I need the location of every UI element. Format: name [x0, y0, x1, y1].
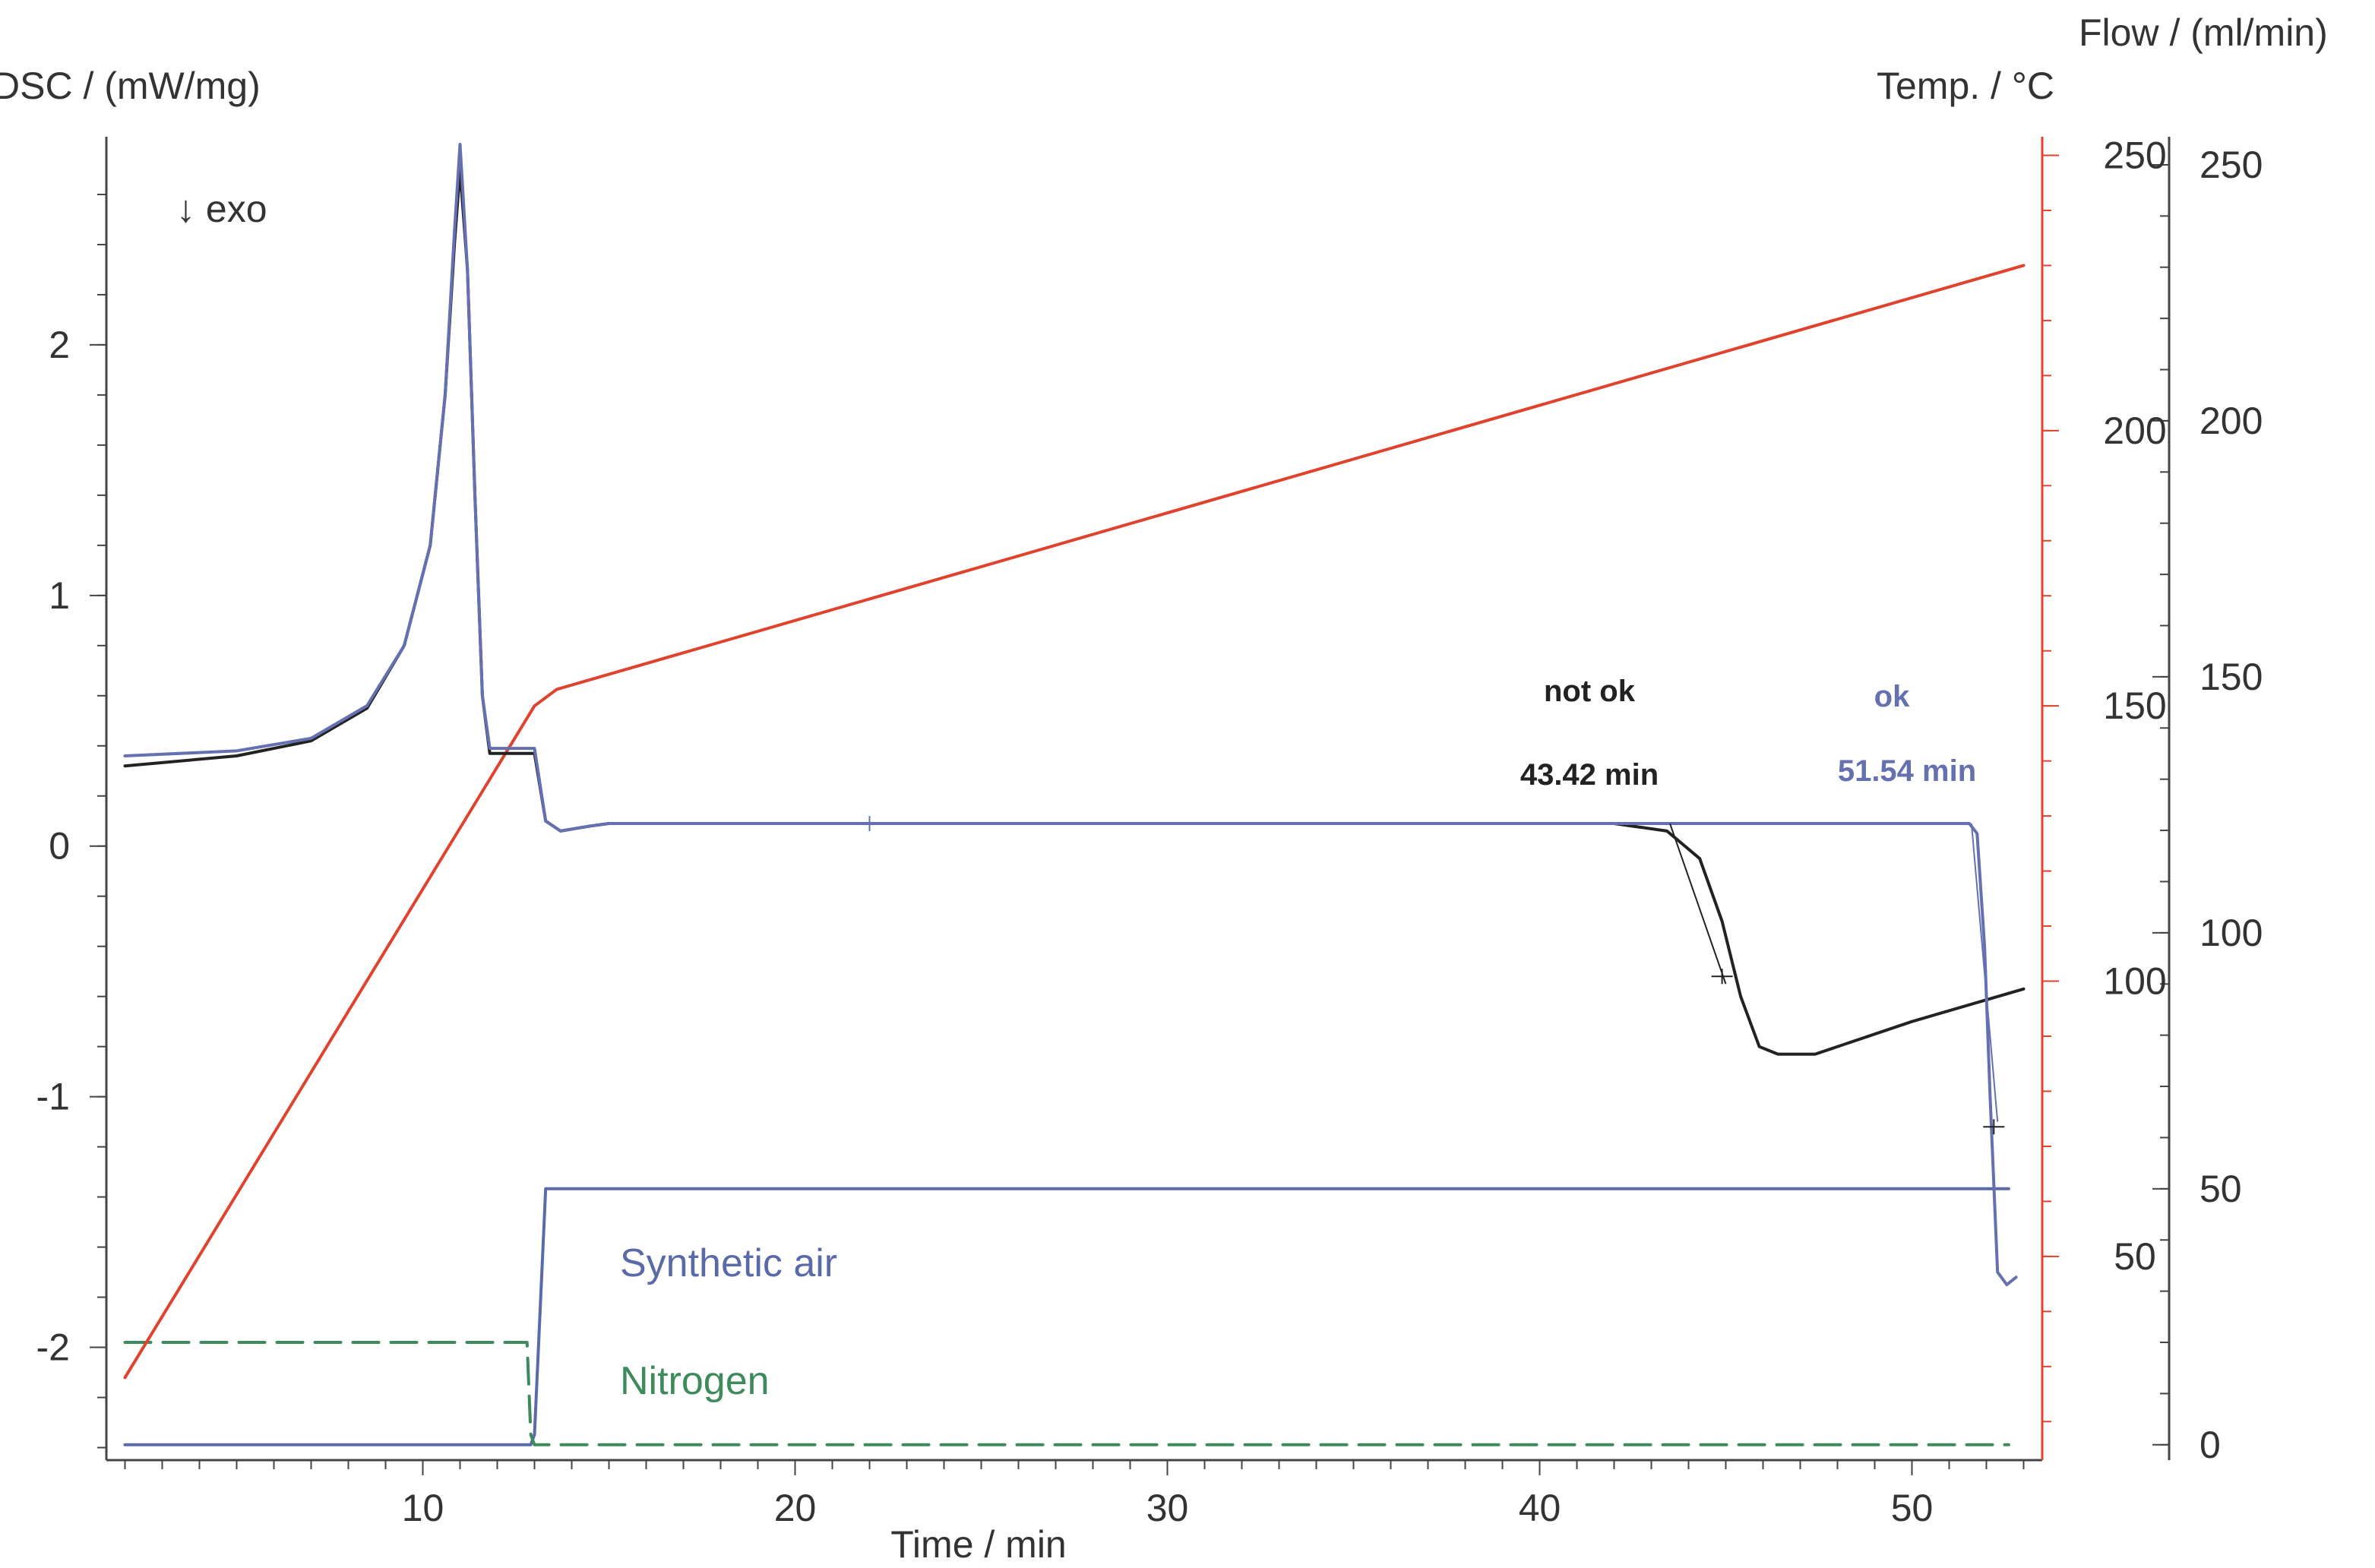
temp-tick-label: 50 — [2114, 1235, 2156, 1278]
x-tick-label: 40 — [1519, 1487, 1561, 1529]
dsc-tick-label: 2 — [49, 324, 70, 366]
temp-tick-label: 250 — [2103, 134, 2166, 176]
x-axis-title: Time / min — [890, 1523, 1067, 1566]
flow-tick-label: 100 — [2199, 912, 2263, 954]
x-tick-label: 10 — [402, 1487, 444, 1529]
temp-tick-label: 200 — [2103, 409, 2166, 452]
synthetic-air-series-line — [123, 1187, 2010, 1446]
flow-tick-label: 200 — [2199, 400, 2263, 442]
nitrogen-series-line — [123, 1341, 2010, 1446]
dsc-series-line-4 — [123, 143, 2018, 1287]
temp-series-line-2 — [123, 264, 2026, 1380]
dsc-tick-label: 1 — [49, 574, 70, 617]
flow-tick-label: 0 — [2199, 1424, 2221, 1466]
exo-label: ↓ exo — [176, 188, 267, 230]
dsc-tick-label: -1 — [36, 1076, 70, 1118]
not-ok-time-label: 43.42 min — [1520, 758, 1659, 792]
temp-tick-label: 100 — [2103, 960, 2166, 1003]
flow-tick-label: 150 — [2199, 656, 2263, 698]
ok-tangent-line — [1970, 823, 1999, 1122]
temp-tick-label: 150 — [2103, 684, 2166, 727]
dsc-series-line-3 — [123, 168, 2026, 1056]
not-ok-tangent-line — [1669, 823, 1727, 985]
y-axis-title-dsc: DSC / (mW/mg) — [0, 65, 261, 107]
synthetic-air-label: Synthetic air — [620, 1241, 837, 1285]
x-tick-label: 30 — [1146, 1487, 1189, 1529]
not-ok-label: not ok — [1544, 675, 1636, 708]
x-tick-label: 20 — [774, 1487, 817, 1529]
nitrogen-label: Nitrogen — [620, 1359, 770, 1403]
dsc-tick-label: -2 — [36, 1326, 70, 1369]
flow-tick-label: 50 — [2199, 1168, 2242, 1210]
dsc-tick-label: 0 — [49, 825, 70, 868]
ok-time-label: 51.54 min — [1838, 754, 1976, 788]
ok-label: ok — [1874, 680, 1910, 713]
x-tick-label: 50 — [1891, 1487, 1934, 1529]
y-axis-title-flow: Flow / (ml/min) — [2079, 11, 2328, 54]
flow-tick-label: 250 — [2199, 144, 2263, 186]
y-axis-title-temp: Temp. / °C — [1877, 65, 2054, 107]
